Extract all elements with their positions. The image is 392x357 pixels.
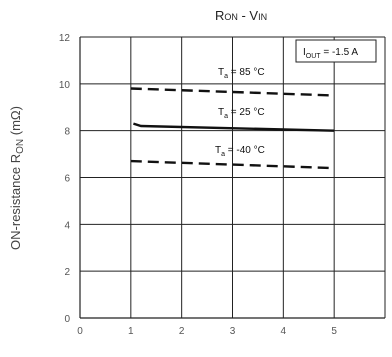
series-line-1 [133, 122, 335, 132]
svg-text:Ta = -40 °C: Ta = -40 °C [215, 145, 265, 158]
condition-box: IOUT = -1.5 A [295, 39, 377, 63]
x-tick-label: 5 [331, 326, 337, 337]
chart-title: RON - VIN [215, 8, 267, 23]
svg-text:Ta = 25 °C: Ta = 25 °C [218, 107, 265, 120]
series-label-25: Ta = 25 °C [218, 107, 265, 120]
series [130, 87, 335, 170]
x-tick-label: 4 [281, 326, 287, 337]
y-tick-label: 8 [64, 127, 70, 138]
x-tick-label: 1 [128, 326, 134, 337]
y-tick-label: 10 [59, 80, 71, 91]
x-tick-label: 2 [179, 326, 185, 337]
y-tick-label: 6 [64, 174, 70, 185]
y-tick-label: 12 [59, 33, 71, 44]
y-tick-label: 2 [64, 267, 70, 278]
condition-label: IOUT = -1.5 A [303, 47, 358, 60]
series-label-85: Ta = 85 °C [218, 67, 265, 80]
y-tick-label: 0 [64, 314, 70, 325]
y-axis-label: ON-resistance RON (mΩ) [8, 106, 26, 250]
x-tick-label: 3 [230, 326, 236, 337]
x-tick-label: 0 [77, 326, 83, 337]
y-tick-label: 4 [64, 220, 70, 231]
grid [79, 36, 386, 319]
series-label-minus40: Ta = -40 °C [215, 145, 265, 158]
svg-text:Ta = 85 °C: Ta = 85 °C [218, 67, 265, 80]
